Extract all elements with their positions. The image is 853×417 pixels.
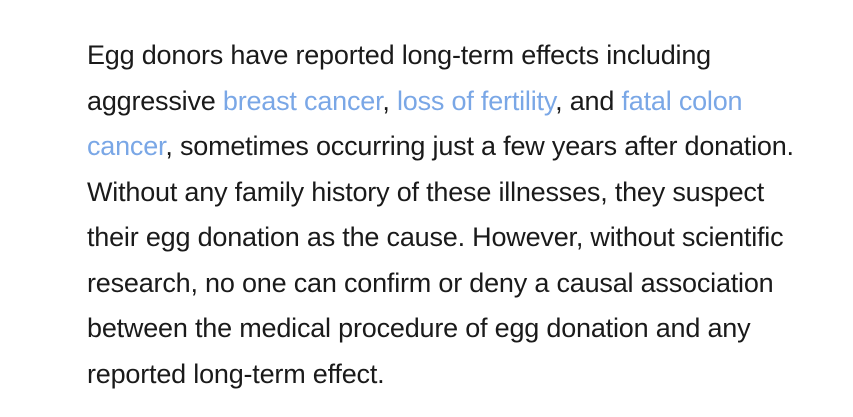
article-body: Egg donors have reported long-term effec…	[87, 33, 807, 397]
loss-of-fertility-link[interactable]: loss of fertility	[396, 85, 556, 116]
paragraph-text-segment: Egg donors have reported long-term effec…	[87, 40, 711, 116]
breast-cancer-link[interactable]: breast cancer	[222, 85, 383, 116]
paragraph-text-segment: , and	[555, 85, 622, 116]
article-paragraph: Egg donors have reported long-term effec…	[87, 33, 807, 397]
paragraph-text-segment: , sometimes occurring just a few years a…	[87, 131, 794, 389]
paragraph-text-segment: ,	[382, 85, 397, 116]
fatal-colon-cancer-link[interactable]: fatal colon cancer	[87, 85, 743, 162]
